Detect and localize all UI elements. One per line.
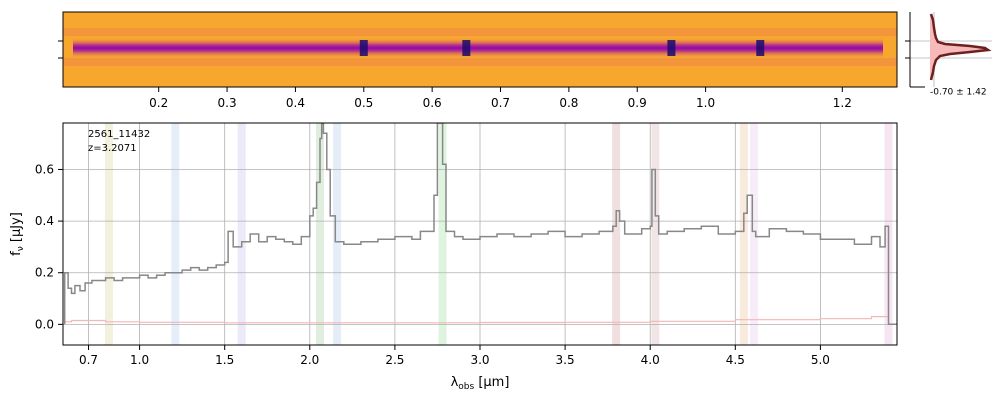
trace-spot-3 (756, 40, 765, 56)
error-spectrum-line (64, 314, 890, 324)
top-tick-label-8: 1.0 (696, 96, 715, 110)
profile-line (929, 13, 992, 81)
object-id-label: 2561_11432 (88, 129, 150, 140)
band-9 (750, 123, 759, 345)
spectrum-2d-band-upper (63, 28, 897, 36)
band-0 (104, 123, 113, 345)
y-axis-label-main: f (9, 251, 24, 256)
top-tick-label-7: 0.9 (628, 96, 647, 110)
spectrum-1d-xticks: 0.7 1.0 1.5 2.0 2.5 3.0 3.5 4.0 4.5 5.0 (79, 345, 830, 367)
band-3 (316, 123, 325, 345)
ytick-label-3: 0.6 (35, 162, 54, 176)
top-tick-label-5: 0.7 (491, 96, 510, 110)
y-axis-label: fν [μJy] (9, 212, 26, 256)
top-tick-label-9: 1.2 (833, 96, 852, 110)
xtick-label-1: 1.0 (130, 353, 149, 367)
profile-annotation: -0.70 ± 1.42 (930, 88, 987, 98)
top-tick-label-3: 0.5 (354, 96, 373, 110)
profile-fill (930, 14, 988, 80)
spectrum-2d-xticks: 0.2 0.3 0.4 0.5 0.6 0.7 0.8 0.9 1.0 1.2 (149, 87, 852, 110)
top-tick-label-1: 0.3 (218, 96, 237, 110)
top-tick-label-0: 0.2 (149, 96, 168, 110)
band-7 (651, 123, 660, 345)
spectrum-1d-yticks: 0.0 0.2 0.4 0.6 (35, 162, 63, 331)
xtick-label-6: 3.5 (556, 353, 575, 367)
top-tick-label-2: 0.4 (286, 96, 305, 110)
flux-spectrum-line (63, 123, 897, 326)
band-1 (171, 123, 180, 345)
xtick-label-4: 2.5 (385, 353, 404, 367)
profile-panel: -0.70 ± 1.42 (905, 12, 992, 98)
spectrum-1d-grid (63, 123, 897, 345)
band-6 (612, 123, 621, 345)
spectrum-2d-frame (62, 11, 898, 88)
trace-absorption-spots (359, 40, 765, 56)
ytick-label-2: 0.4 (35, 214, 54, 228)
spectrum-2d-band-lower (63, 58, 897, 66)
x-axis-label-main: λ (451, 375, 459, 390)
redshift-label: z=3.2071 (88, 143, 137, 154)
xtick-label-0: 0.7 (79, 353, 98, 367)
x-axis-label-sub: obs (458, 382, 474, 392)
band-8 (739, 123, 748, 345)
ytick-label-1: 0.2 (35, 266, 54, 280)
x-axis-label-unit: [μm] (474, 375, 509, 390)
x-axis-label: λobs [μm] (451, 375, 510, 392)
top-tick-label-4: 0.6 (423, 96, 442, 110)
xtick-label-8: 4.5 (726, 353, 745, 367)
trace-spot-2 (667, 40, 676, 56)
trace-spot-0 (359, 40, 368, 56)
xtick-label-3: 2.0 (300, 353, 319, 367)
xtick-label-2: 1.5 (215, 353, 234, 367)
xtick-label-7: 4.0 (641, 353, 660, 367)
band-5 (438, 123, 447, 345)
spectrum-2d-trace (73, 38, 883, 58)
xtick-label-5: 3.0 (470, 353, 489, 367)
band-2 (237, 123, 246, 345)
y-axis-label-unit: [μJy] (9, 212, 24, 246)
band-4 (333, 123, 342, 345)
spectrum-2d-panel: 0.2 0.3 0.4 0.5 0.6 0.7 0.8 0.9 1.0 1.2 (58, 11, 898, 110)
y-axis-label-sub: ν (16, 246, 26, 251)
top-tick-label-6: 0.8 (559, 96, 578, 110)
ytick-label-0: 0.0 (35, 317, 54, 331)
xtick-label-9: 5.0 (811, 353, 830, 367)
spectrum-1d-panel: 0.7 1.0 1.5 2.0 2.5 3.0 3.5 4.0 4.5 5.0 0.0 0.2 0.4… (9, 122, 898, 392)
trace-spot-1 (462, 40, 471, 56)
